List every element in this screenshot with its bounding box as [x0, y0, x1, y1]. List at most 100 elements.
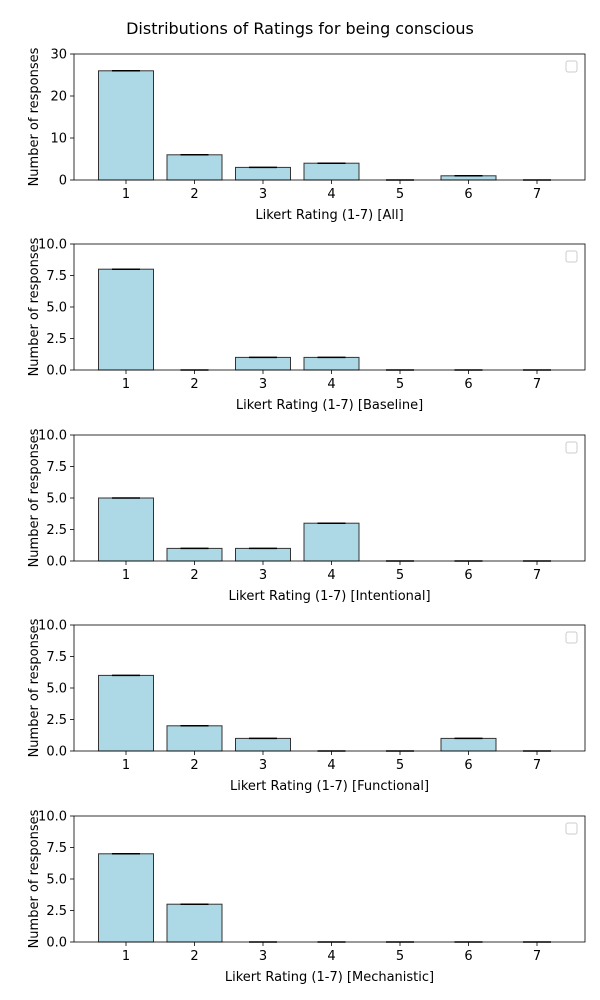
y-tick-label: 2.5 — [46, 523, 67, 538]
bar — [98, 674, 154, 752]
x-tick-label: 3 — [259, 568, 267, 583]
y-axis-label: Number of responses — [27, 237, 42, 376]
x-tick-label: 6 — [464, 949, 472, 964]
x-tick-label: 3 — [259, 949, 267, 964]
x-axis-label: Likert Rating (1-7) [All] — [255, 208, 403, 223]
bar — [98, 853, 154, 943]
x-tick-label: 3 — [259, 187, 267, 202]
y-tick-label: 7.5 — [46, 650, 67, 665]
x-tick-label: 6 — [464, 568, 472, 583]
x-tick-label: 4 — [327, 377, 335, 392]
y-tick-label: 0 — [59, 174, 67, 189]
bar — [166, 725, 223, 752]
bar — [235, 166, 291, 181]
figure-title: Distributions of Ratings for being consc… — [126, 19, 474, 38]
x-tick-label: 7 — [533, 187, 541, 202]
y-tick-label: 0.0 — [46, 555, 67, 570]
axes-frame — [73, 53, 586, 181]
y-tick-label: 7.5 — [46, 841, 67, 856]
legend-box — [565, 822, 578, 835]
bar — [98, 268, 154, 371]
x-tick-label: 1 — [122, 758, 130, 773]
x-tick-label: 4 — [327, 758, 335, 773]
x-tick-label: 4 — [327, 187, 335, 202]
x-tick-label: 5 — [396, 758, 404, 773]
x-tick-label: 1 — [122, 187, 130, 202]
x-tick-label: 4 — [327, 568, 335, 583]
bar — [235, 547, 291, 562]
axes-frame — [73, 434, 586, 562]
y-tick-label: 0.0 — [46, 364, 67, 379]
x-axis-label: Likert Rating (1-7) [Functional] — [230, 779, 429, 794]
y-tick-label: 10 — [50, 132, 67, 147]
y-tick-label: 5.0 — [46, 492, 67, 507]
x-tick-label: 3 — [259, 758, 267, 773]
y-tick-label: 5.0 — [46, 873, 67, 888]
y-tick-label: 30 — [50, 48, 67, 63]
y-tick-label: 2.5 — [46, 904, 67, 919]
y-tick-label: 0.0 — [46, 936, 67, 951]
y-tick-label: 10.0 — [38, 810, 67, 825]
x-tick-label: 2 — [190, 377, 198, 392]
x-tick-label: 4 — [327, 949, 335, 964]
y-tick-label: 10.0 — [38, 429, 67, 444]
chart-panels: 1 2 3 4 5 6 7 0 10 20 30 Likert Rating (1-7) [All] N… — [27, 47, 586, 985]
bar — [166, 903, 223, 943]
y-tick-label: 10.0 — [38, 238, 67, 253]
x-tick-label: 5 — [396, 187, 404, 202]
legend-box — [565, 631, 578, 644]
bar — [166, 547, 223, 562]
y-tick-label: 2.5 — [46, 713, 67, 728]
chart-panel-4: 1 2 3 4 5 6 7 0.0 2.5 5.0 7.5 10.0 Likert Rating (1-… — [27, 618, 586, 794]
bar — [440, 737, 497, 752]
x-tick-label: 6 — [464, 377, 472, 392]
chart-panel-3: 1 2 3 4 5 6 7 0.0 2.5 5.0 7.5 10.0 Likert Rating (1-… — [27, 428, 586, 604]
chart-panel-2: 1 2 3 4 5 6 7 0.0 2.5 5.0 7.5 10.0 Likert Rating (1-… — [27, 237, 586, 413]
y-tick-label: 10.0 — [38, 619, 67, 634]
x-axis-label: Likert Rating (1-7) [Baseline] — [236, 398, 423, 413]
y-tick-label: 2.5 — [46, 332, 67, 347]
y-tick-label: 7.5 — [46, 269, 67, 284]
x-tick-label: 3 — [259, 377, 267, 392]
y-tick-label: 5.0 — [46, 682, 67, 697]
legend-box — [565, 250, 578, 263]
y-axis-label: Number of responses — [27, 47, 42, 186]
x-tick-label: 1 — [122, 377, 130, 392]
x-tick-label: 6 — [464, 187, 472, 202]
y-axis-label: Number of responses — [27, 809, 42, 948]
x-tick-label: 1 — [122, 568, 130, 583]
x-tick-label: 5 — [396, 568, 404, 583]
x-tick-label: 2 — [190, 187, 198, 202]
bar — [303, 356, 360, 371]
bar — [98, 70, 154, 181]
bar — [303, 162, 360, 181]
x-tick-label: 2 — [190, 758, 198, 773]
x-tick-label: 1 — [122, 949, 130, 964]
y-axis-label: Number of responses — [27, 428, 42, 567]
x-axis-label: Likert Rating (1-7) [Intentional] — [228, 589, 430, 604]
bar — [98, 497, 154, 562]
bar — [166, 154, 223, 181]
x-axis-label: Likert Rating (1-7) [Mechanistic] — [225, 970, 434, 985]
x-tick-label: 5 — [396, 949, 404, 964]
bar — [235, 356, 291, 371]
bar — [235, 737, 291, 752]
y-tick-label: 7.5 — [46, 460, 67, 475]
x-tick-label: 7 — [533, 949, 541, 964]
y-tick-label: 5.0 — [46, 301, 67, 316]
x-tick-label: 5 — [396, 377, 404, 392]
y-axis-label: Number of responses — [27, 618, 42, 757]
x-tick-label: 6 — [464, 758, 472, 773]
axes-frame — [73, 815, 586, 943]
x-tick-label: 7 — [533, 377, 541, 392]
axes-frame — [73, 624, 586, 752]
chart-panel-5: 1 2 3 4 5 6 7 0.0 2.5 5.0 7.5 10.0 Likert Rating (1-… — [27, 809, 586, 985]
x-tick-label: 2 — [190, 568, 198, 583]
legend-box — [565, 60, 578, 73]
x-tick-label: 7 — [533, 568, 541, 583]
chart-panel-1: 1 2 3 4 5 6 7 0 10 20 30 Likert Rating (1-7) [All] N… — [27, 47, 586, 223]
legend-box — [565, 441, 578, 454]
x-tick-label: 7 — [533, 758, 541, 773]
x-tick-label: 2 — [190, 949, 198, 964]
